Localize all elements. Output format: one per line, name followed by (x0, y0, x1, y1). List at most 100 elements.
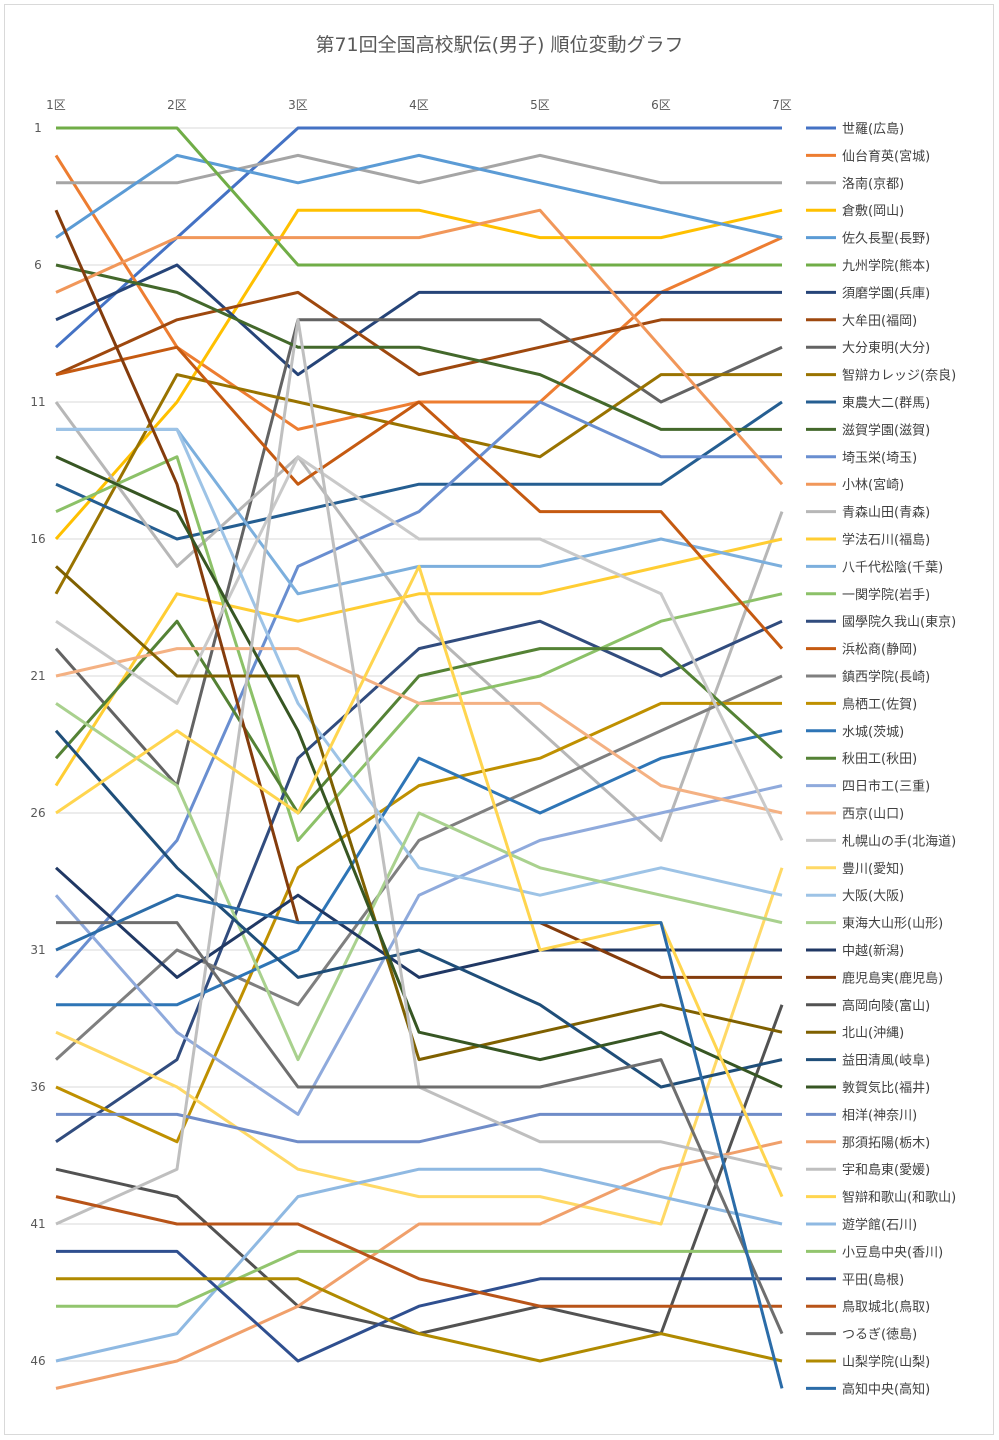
chart-title: 第71回全国高校駅伝(男子) 順位変動グラフ (315, 34, 684, 56)
series-line (54, 373, 782, 595)
y-tick-label: 26 (30, 806, 45, 820)
series-line (55, 208, 784, 486)
x-tick-label: 7区 (772, 98, 792, 112)
series-line (54, 401, 784, 842)
legend-item: 益田清風(岐阜) (806, 1053, 930, 1069)
legend-label: 倉敷(岡山) (842, 204, 904, 219)
legend-item: 東農大二(群馬) (806, 395, 930, 411)
legend-item: 鳥取城北(鳥取) (806, 1300, 930, 1315)
series-line (54, 400, 782, 979)
legend-item: 國學院久我山(東京) (806, 614, 956, 630)
legend-label: 國學院久我山(東京) (842, 614, 956, 630)
legend-label: 鳥取城北(鳥取) (842, 1300, 930, 1315)
legend-item: 東海大山形(山形) (806, 916, 943, 932)
legend-label: 中越(新潟) (842, 943, 904, 959)
legend-label: 東海大山形(山形) (842, 916, 943, 932)
series-line (56, 921, 784, 1335)
series-line (55, 619, 783, 1144)
legend-item: 遊学館(石川) (806, 1217, 917, 1233)
legend-item: 鹿児島実(鹿児島) (806, 970, 943, 986)
series-line (55, 153, 783, 240)
series-line (56, 126, 782, 267)
legend-item: 鎮西学院(長崎) (806, 669, 930, 685)
legend-item: 山梨学院(山梨) (806, 1354, 930, 1370)
legend-item: 宇和島東(愛媛) (806, 1162, 930, 1178)
legend-label: 智辯和歌山(和歌山) (842, 1191, 956, 1206)
legend-label: 大牟田(福岡) (842, 314, 917, 329)
x-tick-label: 6区 (651, 98, 671, 112)
y-tick-label: 6 (34, 258, 42, 272)
legend-item: 九州学院(熊本) (806, 258, 930, 274)
legend-label: 小豆島中央(香川) (842, 1245, 943, 1260)
legend-label: 学法石川(福島) (842, 532, 930, 548)
series-line (54, 537, 783, 787)
legend-label: 敦賀気比(福井) (842, 1080, 930, 1096)
legend-label: 八千代松陰(千葉) (842, 560, 943, 575)
series-line (55, 455, 784, 842)
legend-item: 智辯和歌山(和歌山) (806, 1191, 956, 1206)
series-line (55, 701, 782, 1144)
x-tick-label: 4区 (409, 98, 429, 112)
legend-item: 豊川(愛知) (806, 861, 904, 877)
legend-item: 智辯カレッジ(奈良) (806, 368, 956, 384)
legend-label: 大分東明(大分) (842, 340, 930, 356)
series-line (54, 619, 784, 815)
legend-item: 八千代松陰(千葉) (806, 560, 943, 575)
legend-label: つるぎ(徳島) (842, 1328, 917, 1343)
series-lines (54, 126, 784, 1390)
legend-item: 仙台育英(宮城) (806, 148, 930, 164)
legend-item: 倉敷(岡山) (806, 204, 904, 219)
x-tick-label: 2区 (167, 98, 187, 112)
legend-label: 佐久長聖(長野) (842, 232, 930, 247)
series-line (55, 400, 783, 541)
x-axis-labels: 1区 2区 3区 4区 5区 6区 7区 (46, 98, 792, 112)
legend-label: 須磨学園(兵庫) (842, 285, 930, 301)
y-tick-label: 36 (30, 1080, 45, 1094)
legend-item: 相洋(神奈川) (806, 1108, 917, 1123)
legend-item: 高岡向陵(富山) (806, 998, 930, 1014)
y-tick-label: 46 (30, 1354, 45, 1368)
legend-item: 小林(宮崎) (806, 477, 904, 493)
series-line (56, 1249, 782, 1363)
legend-item: 青森山田(青森) (806, 506, 930, 521)
legend-label: 九州学院(熊本) (842, 258, 930, 274)
legend-label: 豊川(愛知) (842, 861, 904, 877)
legend-label: 高岡向陵(富山) (842, 998, 930, 1014)
legend-label: 智辯カレッジ(奈良) (842, 368, 956, 384)
legend-item: つるぎ(徳島) (806, 1328, 917, 1343)
series-line (55, 893, 784, 1389)
legend-item: 須磨学園(兵庫) (806, 285, 930, 301)
legend-item: 大阪(大阪) (806, 889, 904, 904)
legend-label: 札幌山の手(北海道) (842, 833, 956, 849)
legend-label: 鳥栖工(佐賀) (842, 697, 917, 712)
legend-item: 浜松商(静岡) (806, 643, 917, 658)
legend-label: 相洋(神奈川) (842, 1108, 917, 1123)
legend-label: 鹿児島実(鹿児島) (842, 970, 943, 986)
series-line (56, 1249, 782, 1308)
y-tick-label: 31 (30, 943, 45, 957)
legend-item: 北山(沖縄) (806, 1026, 904, 1041)
series-line (54, 208, 783, 540)
legend-label: 鎮西学院(長崎) (842, 669, 930, 685)
legend-item: 鳥栖工(佐賀) (806, 697, 917, 712)
series-line (54, 729, 783, 1089)
legend-label: 遊学館(石川) (842, 1217, 917, 1233)
series-line (55, 702, 783, 1062)
series-line (54, 784, 783, 1116)
series-line (56, 729, 783, 1007)
series-line (56, 153, 782, 185)
legend-label: 高知中央(高知) (842, 1381, 930, 1397)
legend-label: 北山(沖縄) (842, 1026, 904, 1041)
legend-item: 一関学院(岩手) (806, 587, 930, 603)
legend-item: 四日市工(三重) (806, 779, 930, 795)
y-tick-label: 11 (30, 395, 45, 409)
legend-item: 高知中央(高知) (806, 1381, 930, 1397)
legend-item: 水城(茨城) (806, 725, 904, 740)
series-line (55, 455, 783, 1089)
legend-label: 洛南(京都) (842, 176, 904, 192)
legend-label: 四日市工(三重) (842, 779, 930, 795)
legend-label: 秋田工(秋田) (842, 752, 917, 767)
series-line (55, 290, 782, 377)
series-line (55, 647, 783, 815)
legend-label: 世羅(広島) (842, 122, 904, 137)
